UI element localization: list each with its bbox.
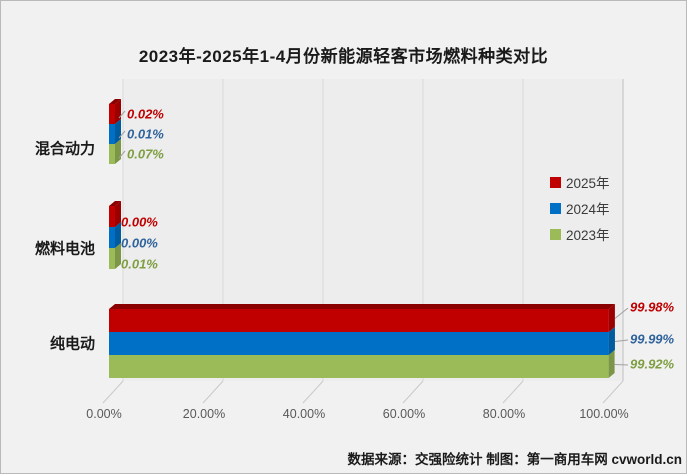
bar-混合动力-2024年: [109, 124, 115, 144]
bar-纯电动-2024年: [109, 332, 609, 355]
floor-tick: [502, 380, 524, 404]
floor-tick: [602, 380, 624, 404]
bar-side-face: [115, 243, 121, 269]
floor-tick: [402, 380, 424, 404]
bar-top-face: [109, 304, 615, 309]
bar-top-face: [109, 201, 121, 206]
data-source-credit: 数据来源：交强险统计 制图：第一商用车网 cvworld.cn: [347, 452, 682, 467]
leader-line: [614, 364, 629, 366]
leader-line: [614, 339, 629, 342]
chart-title: 2023年-2025年1-4月份新能源轻客市场燃料种类对比: [138, 47, 549, 66]
bar-top-face: [109, 99, 121, 104]
bar-燃料电池-2023年: [109, 248, 115, 269]
floor-tick: [202, 380, 224, 404]
bar-纯电动-2025年: [109, 309, 609, 332]
leader-line: [118, 150, 126, 159]
leader-line: [118, 130, 126, 139]
bar-混合动力-2023年: [109, 144, 115, 164]
bar-side-face: [608, 327, 615, 355]
leader-line: [118, 110, 126, 119]
bar-燃料电池-2025年: [109, 206, 115, 227]
bar-side-face: [608, 304, 615, 332]
leader-line: [614, 307, 629, 319]
bar-燃料电池-2024年: [109, 227, 115, 248]
bar-side-face: [608, 350, 615, 378]
floor-tick: [302, 380, 324, 404]
bar-纯电动-2023年: [109, 355, 609, 378]
bar-混合动力-2025年: [109, 104, 115, 124]
bar-side-face: [115, 201, 121, 227]
bar-side-face: [115, 222, 121, 248]
floor-tick: [102, 380, 124, 404]
